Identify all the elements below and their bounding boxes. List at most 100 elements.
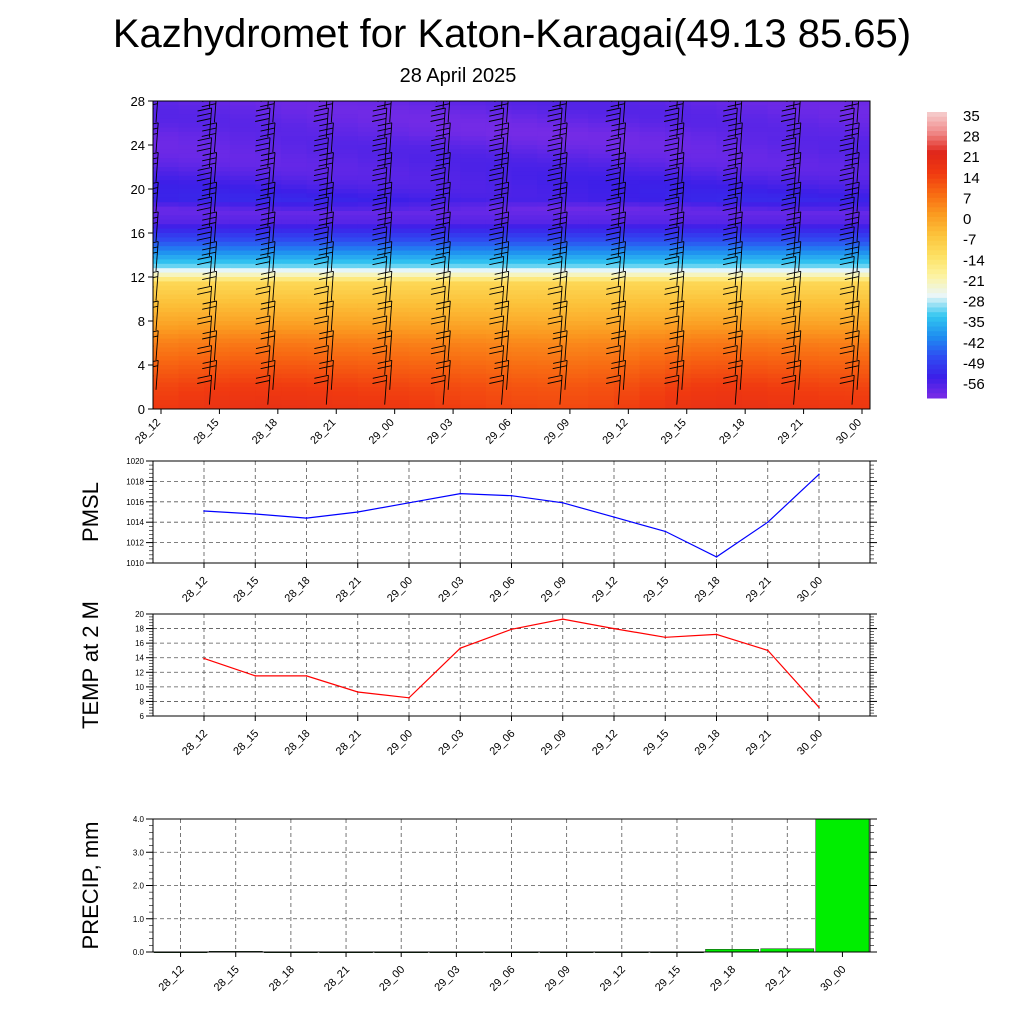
heatmap-cell xyxy=(357,277,385,282)
wind-barb-flag xyxy=(255,166,271,171)
heatmap-cell xyxy=(818,325,845,331)
heatmap-cell xyxy=(229,400,257,406)
heatmap-cell xyxy=(332,197,359,203)
wind-barb-staff xyxy=(155,101,159,123)
heatmap-cell xyxy=(178,294,205,300)
heatmap-cell xyxy=(562,206,589,212)
data-point xyxy=(203,657,205,660)
wind-barb-staff xyxy=(793,286,797,316)
heatmap-cell xyxy=(562,329,589,335)
heatmap-cell xyxy=(511,321,538,326)
heatmap-cell xyxy=(306,369,333,375)
heatmap-cell xyxy=(460,202,487,208)
wind-barb-flag xyxy=(435,162,450,167)
wind-barb-staff xyxy=(155,182,159,212)
wind-barb-flag xyxy=(785,103,801,108)
heatmap-cell xyxy=(281,387,308,392)
wind-barb-staff xyxy=(564,122,568,153)
heatmap-cell xyxy=(306,114,333,120)
heatmap-cell xyxy=(332,387,359,392)
heatmap-cell xyxy=(562,189,589,194)
heatmap-cell xyxy=(639,184,666,190)
heatmap-cell xyxy=(844,378,870,384)
heatmap-cell xyxy=(281,294,308,300)
wind-barb-flag xyxy=(202,330,217,335)
wind-barb-flag xyxy=(844,103,859,108)
heatmap-cell xyxy=(793,259,820,265)
heatmap-cell xyxy=(178,171,205,177)
wind-barb-flag xyxy=(669,330,684,335)
heatmap-cell xyxy=(281,136,308,142)
heatmap-cell xyxy=(281,175,308,181)
heatmap-cell xyxy=(767,153,794,159)
heatmap-cell xyxy=(229,136,257,142)
heatmap-cell xyxy=(204,149,231,155)
wind-barb-staff xyxy=(208,315,213,346)
heatmap-cell xyxy=(460,373,487,379)
heatmap-cell xyxy=(613,334,641,340)
heatmap-cell xyxy=(383,101,410,106)
wind-barb-flag xyxy=(606,137,621,142)
heatmap-cell xyxy=(434,246,461,252)
heatmap-cell xyxy=(255,136,282,142)
heatmap-cell xyxy=(229,268,257,274)
heatmap-cell xyxy=(434,114,461,120)
wind-barb-flag xyxy=(489,374,504,379)
heatmap-cell xyxy=(383,118,410,124)
heatmap-cell xyxy=(153,250,180,256)
heatmap-cell xyxy=(485,145,513,150)
heatmap-cell xyxy=(153,347,180,353)
heatmap-cell xyxy=(178,316,205,322)
heatmap-cell xyxy=(844,303,870,309)
wind-barb-flag xyxy=(314,78,328,81)
wind-barb-staff xyxy=(213,271,218,301)
heatmap-cell xyxy=(306,312,333,318)
heatmap-cell xyxy=(153,193,180,199)
heatmap-cell xyxy=(332,281,359,287)
heatmap-cell xyxy=(716,202,743,208)
wind-barb-staff xyxy=(325,315,329,346)
wind-barb-flag xyxy=(255,380,270,384)
heatmap-cell xyxy=(793,378,820,384)
heatmap-cell xyxy=(434,395,461,401)
heatmap-cell xyxy=(588,395,615,401)
heatmap-cell xyxy=(229,158,257,164)
heatmap-cell xyxy=(588,101,615,106)
heatmap-cell xyxy=(255,400,282,406)
heatmap-cell xyxy=(537,241,564,247)
wind-barb-staff xyxy=(622,182,626,212)
heatmap-cell xyxy=(511,255,538,260)
heatmap-cell xyxy=(665,281,692,287)
heatmap-cell xyxy=(537,259,564,265)
heatmap-cell xyxy=(178,382,205,388)
wind-barb-flag xyxy=(845,241,860,246)
x-tick-label: 30_00 xyxy=(834,417,864,447)
heatmap-cell xyxy=(357,250,385,256)
colorbar-label: 14 xyxy=(963,170,980,187)
wind-barb-staff xyxy=(267,345,271,375)
wind-barb-flag xyxy=(314,137,329,142)
wind-barb-flag xyxy=(664,166,679,171)
heatmap-cell xyxy=(767,131,794,137)
heatmap-cell xyxy=(639,109,666,115)
heatmap-cell xyxy=(485,307,513,313)
heatmap-cell xyxy=(818,123,845,128)
heatmap-cell xyxy=(153,215,180,221)
data-point xyxy=(767,649,769,652)
heatmap-cell xyxy=(665,255,692,260)
wind-barb-flag xyxy=(319,181,334,186)
heatmap-cell xyxy=(613,325,641,331)
heatmap-cell xyxy=(613,171,641,177)
x-tick-label: 29_03 xyxy=(436,575,466,605)
heatmap-cell xyxy=(229,167,257,172)
heatmap-cell xyxy=(204,400,231,406)
wind-barb-flag xyxy=(313,172,329,177)
heatmap-cell xyxy=(434,347,461,353)
wind-barb-flag xyxy=(488,207,503,212)
heatmap-cell xyxy=(178,250,205,256)
heatmap-cell xyxy=(460,321,487,326)
heatmap-cell xyxy=(229,299,257,304)
heatmap-cell xyxy=(511,118,538,124)
heatmap-cell xyxy=(613,316,641,322)
heatmap-cell xyxy=(537,312,564,318)
